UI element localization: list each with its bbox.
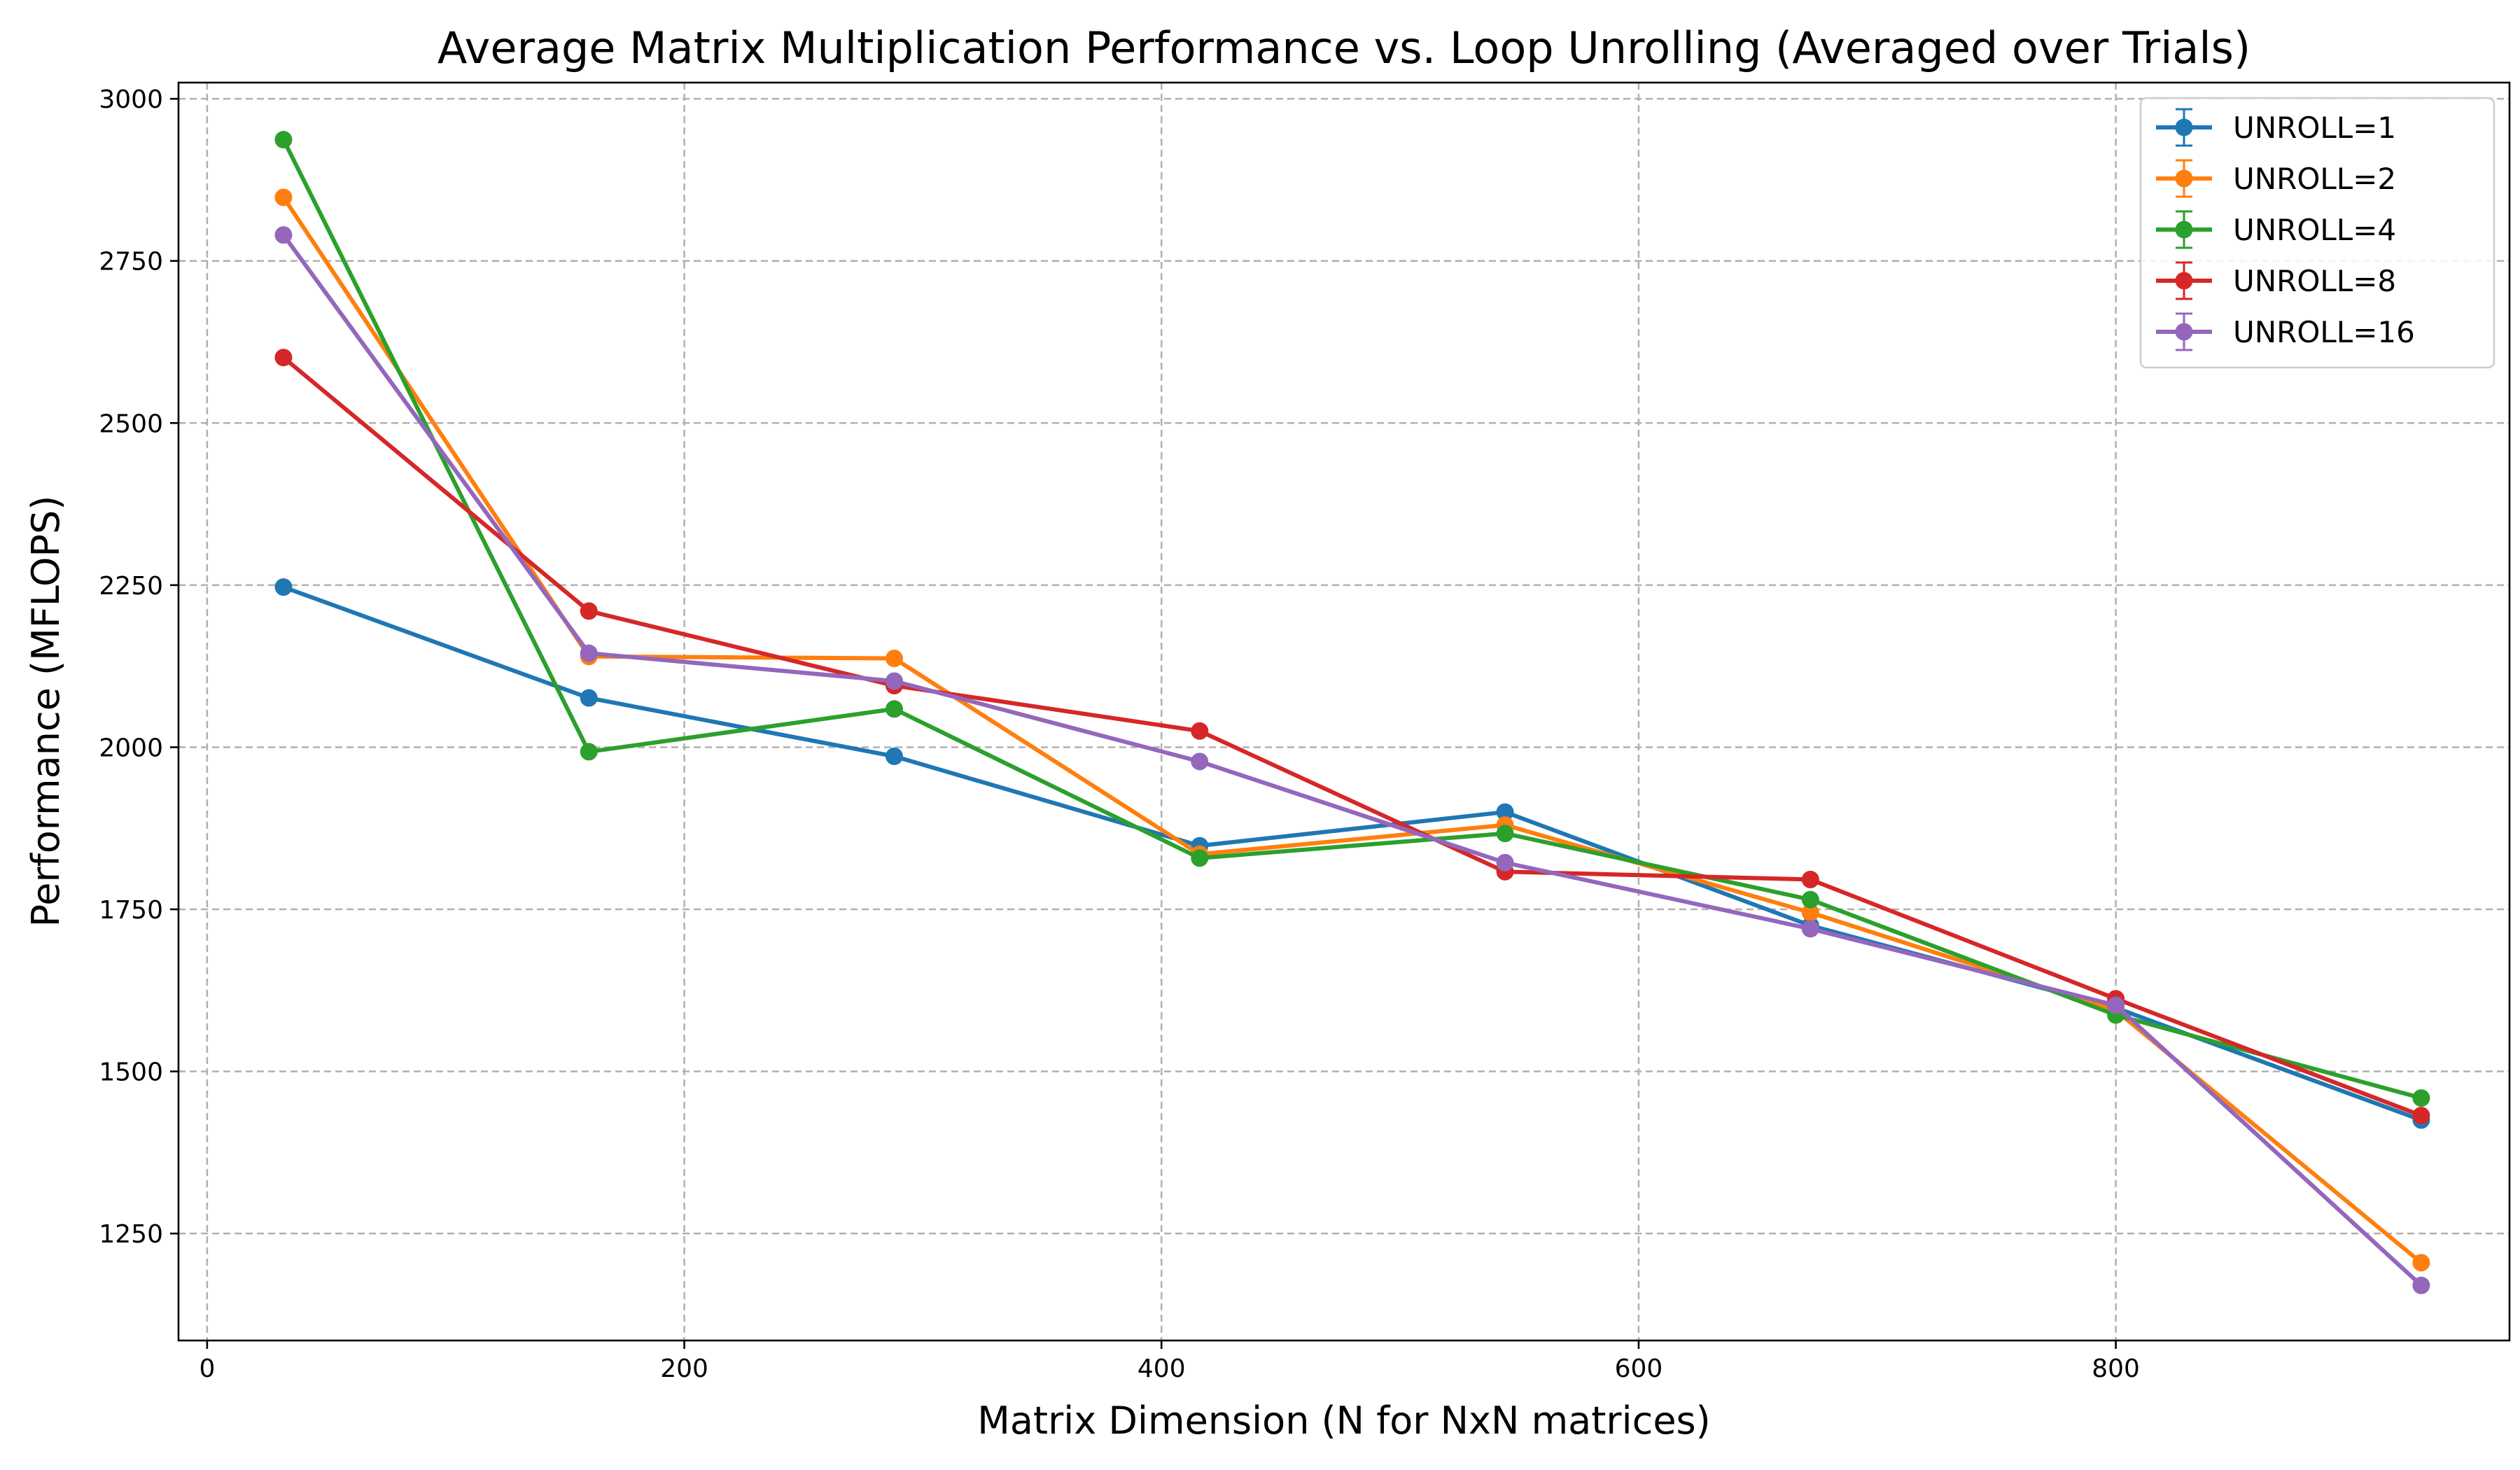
data-point [1496,825,1514,843]
data-point [886,700,904,718]
tick-layer: 0 200 400 600 800 1250 1500 1750 2000 2250 2500 275… [99,85,2140,1383]
data-point [580,644,598,662]
legend-label: UNROLL=2 [2233,162,2396,196]
data-point [2412,1276,2430,1294]
y-tick-label: 1750 [99,896,163,925]
data-point [2412,1254,2430,1272]
data-point [1801,870,1819,888]
data-point [580,602,598,620]
data-point [886,650,904,668]
data-point [274,578,293,596]
data-point [1496,803,1514,821]
legend-entry: UNROLL=8 [2156,261,2396,300]
data-point [2107,996,2125,1014]
data-point [580,743,598,761]
y-tick-label: 2500 [99,410,163,438]
series-unroll-16 [274,226,2430,1294]
x-tick-label: 200 [660,1354,708,1383]
y-tick-label: 3000 [99,85,163,114]
y-tick-label: 1250 [99,1220,163,1249]
data-point [1191,849,1209,867]
data-point [274,131,293,149]
legend-label: UNROLL=8 [2233,264,2396,298]
legend-label: UNROLL=4 [2233,213,2396,247]
data-point [886,672,904,690]
legend: UNROLL=1 UNROLL=2 UNROLL=4 UNROLL=8 UNROLL=1… [2139,97,2496,369]
data-point [274,188,293,206]
x-tick-label: 600 [1615,1354,1663,1383]
data-point [274,226,293,244]
y-tick-label: 2750 [99,248,163,276]
chart-title: Average Matrix Multiplication Performanc… [438,22,2250,74]
legend-marker [2175,323,2193,341]
series-layer [274,131,2430,1294]
y-tick-label: 2250 [99,572,163,601]
data-point [1191,722,1209,740]
data-point [886,747,904,765]
x-tick-label: 800 [2092,1354,2140,1383]
data-point [1496,853,1514,872]
grid-layer [178,83,2510,1340]
data-point [1801,920,1819,938]
y-axis-label: Performance (MFLOPS) [24,496,68,927]
data-point [1801,890,1819,909]
data-point [1191,752,1209,771]
data-point [580,689,598,707]
legend-entry: UNROLL=16 [2156,312,2415,351]
series-unroll-8 [274,349,2430,1125]
legend-marker [2175,118,2193,136]
data-point [1801,904,1819,922]
x-axis-label: Matrix Dimension (N for NxN matrices) [977,1399,1711,1443]
y-tick-label: 2000 [99,734,163,762]
legend-entry: UNROLL=4 [2156,210,2396,249]
x-tick-label: 0 [199,1354,215,1383]
data-point [274,349,293,367]
series-line [281,232,2423,1288]
legend-label: UNROLL=1 [2233,111,2396,145]
series-line [281,137,2423,1100]
data-point [2412,1107,2430,1125]
y-tick-label: 1500 [99,1058,163,1087]
legend-entry: UNROLL=2 [2156,159,2396,198]
legend-marker [2175,220,2193,239]
data-point [2412,1089,2430,1107]
legend-frame [2139,97,2496,369]
x-tick-label: 400 [1138,1354,1186,1383]
series-line [281,355,2423,1118]
series-unroll-4 [274,131,2430,1107]
legend-marker [2175,272,2193,290]
plot-frame [177,81,2511,1342]
legend-marker [2175,169,2193,188]
legend-label: UNROLL=16 [2233,315,2415,349]
legend-entry: UNROLL=1 [2156,108,2396,147]
